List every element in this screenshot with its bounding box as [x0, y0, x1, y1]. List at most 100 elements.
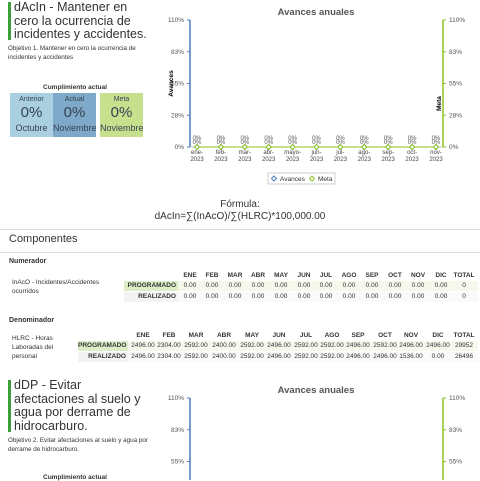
value-label: 0% — [360, 140, 369, 146]
table-cell: 0.00 — [251, 293, 265, 300]
y-tick-label: 110% — [168, 395, 184, 402]
table-cell: 0.00 — [251, 282, 265, 289]
table-cell: 0.00 — [431, 353, 445, 360]
kpi-month: Noviembre — [53, 123, 97, 133]
column-header: MAR — [188, 332, 204, 339]
point — [289, 143, 296, 151]
value-label: 0% — [217, 140, 226, 146]
table-cell: 0.00 — [388, 293, 402, 300]
x-tick-label: sep-2023 — [381, 150, 395, 163]
column-header: TOTAL — [453, 332, 475, 339]
column-header: JUL — [299, 332, 313, 339]
y-tick-label: 55% — [171, 81, 184, 88]
column-header: ENE — [183, 272, 197, 279]
value-label: 0% — [432, 136, 441, 142]
value-label: 0% — [312, 136, 321, 142]
chart-title: Avances anuales — [278, 385, 355, 396]
column-header: JUN — [297, 272, 311, 279]
value-label: 0% — [288, 136, 297, 142]
y2-tick-label: 110% — [449, 395, 465, 402]
componentes-title: Componentes — [9, 233, 78, 245]
point — [337, 143, 344, 151]
x-tick-label: mar-2023 — [238, 150, 252, 163]
table-cell: 26496 — [454, 353, 474, 360]
column-header: SEP — [365, 272, 379, 279]
y2-tick-label: 55% — [449, 459, 462, 466]
kpi-card: Meta 0% Noviembre — [100, 93, 144, 137]
value-label: 0% — [384, 136, 393, 142]
point — [193, 143, 201, 151]
table-cell: 0 — [462, 293, 466, 300]
section-title: dDP - Evitar afectaciones al suelo y agu… — [14, 378, 141, 433]
table-cell: 2496.00 — [131, 353, 155, 360]
kpi-value: 0% — [63, 104, 86, 121]
table-cell: 0.00 — [434, 282, 448, 289]
x-tick-label: oct-2023 — [405, 150, 419, 163]
table-cell: 2592.00 — [294, 353, 318, 360]
y-tick-label: 83% — [171, 49, 184, 56]
y2-tick-label: 55% — [449, 81, 462, 88]
value-label: 0% — [264, 136, 273, 142]
table-cell: 2592.00 — [320, 342, 344, 349]
table-cell: 0.00 — [205, 293, 219, 300]
column-header: ABR — [216, 332, 232, 339]
point — [217, 143, 225, 151]
table-cell: 0.00 — [183, 293, 197, 300]
y-tick-label: 28% — [171, 112, 184, 119]
value-label: 0% — [193, 136, 202, 142]
value-label: 0% — [288, 140, 297, 146]
row-label: PROGRAMADO — [124, 281, 178, 291]
column-header: JUN — [272, 332, 286, 339]
y2-tick-label: 28% — [449, 112, 462, 119]
column-header: DIC — [435, 272, 447, 279]
table-cell: 0.00 — [342, 293, 356, 300]
x-tick-label: abr-2023 — [262, 150, 276, 163]
x-tick-label: mayo-2023 — [284, 150, 301, 163]
point — [361, 143, 368, 151]
table-title: Numerador — [9, 258, 47, 265]
accent-bar — [8, 2, 11, 40]
column-header: OCT — [378, 332, 392, 339]
objective: Objetivo 2. Evitar afectaciones al suelo… — [8, 437, 149, 453]
formula-expression: dAcIn=∑(InAcO)/∑(HLRC)*100,000.00 — [154, 211, 326, 222]
y-tick-label: 83% — [171, 427, 184, 434]
table-cell: 0.00 — [297, 282, 311, 289]
legend-label: Avances — [280, 176, 306, 183]
y2-tick-label: 110% — [449, 17, 465, 24]
y-axis-label: Avances — [168, 70, 175, 97]
table-cell: 0.00 — [319, 293, 333, 300]
y-tick-label: 55% — [171, 459, 184, 466]
table-cell: 0.00 — [319, 282, 333, 289]
legend-marker — [308, 175, 316, 182]
table-description: HLRC - Horas Laboradas del personal — [12, 335, 54, 360]
point — [313, 143, 320, 151]
table-cell: 2496.00 — [346, 342, 370, 349]
value-label: 0% — [336, 136, 345, 142]
kpi-label: Meta — [113, 96, 130, 103]
kpi-card: Actual 0% Noviembre — [53, 93, 97, 137]
table-cell: 2592.00 — [240, 353, 264, 360]
value-label: 0% — [312, 140, 321, 146]
objective: Objetivo 1. Mantener en cero la ocurrenc… — [8, 45, 136, 61]
table-cell: 2304.00 — [157, 353, 181, 360]
table-cell: 2592.00 — [240, 342, 264, 349]
divider — [0, 229, 480, 230]
accent-bar — [8, 380, 11, 432]
table-cell: 2592.00 — [373, 342, 397, 349]
table-cell: 2592.00 — [184, 353, 208, 360]
table-cell: 0.00 — [297, 293, 311, 300]
point — [384, 143, 392, 151]
kpi-month: Noviembre — [100, 123, 144, 133]
value-label: 0% — [264, 140, 273, 146]
column-header: MAR — [227, 272, 243, 279]
table-cell: 0.00 — [388, 282, 402, 289]
column-header: NOV — [410, 272, 426, 279]
column-header: ABR — [250, 272, 266, 279]
table-cell: 2304.00 — [157, 342, 181, 349]
value-label: 0% — [408, 136, 417, 142]
table-cell: 0.00 — [274, 282, 288, 289]
y2-axis-label: Meta — [436, 96, 443, 111]
y-tick-label: 0% — [175, 144, 185, 151]
point — [432, 143, 440, 151]
